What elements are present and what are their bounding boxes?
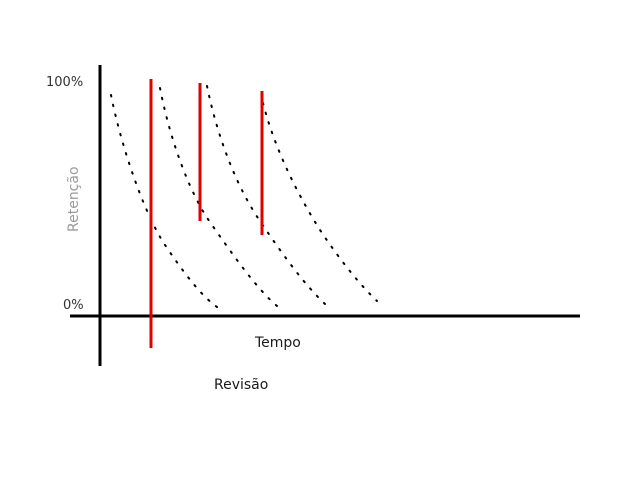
review-label: Revisão bbox=[214, 377, 269, 393]
forgetting-curve-3 bbox=[206, 85, 326, 305]
y-top-label: 100% bbox=[46, 75, 84, 90]
x-axis-title: Tempo bbox=[255, 335, 301, 351]
y-axis-title: Retenção bbox=[66, 166, 82, 232]
forgetting-curve-2 bbox=[159, 87, 278, 307]
forgetting-curve-4 bbox=[262, 102, 378, 302]
y-bottom-label: 0% bbox=[63, 298, 84, 313]
